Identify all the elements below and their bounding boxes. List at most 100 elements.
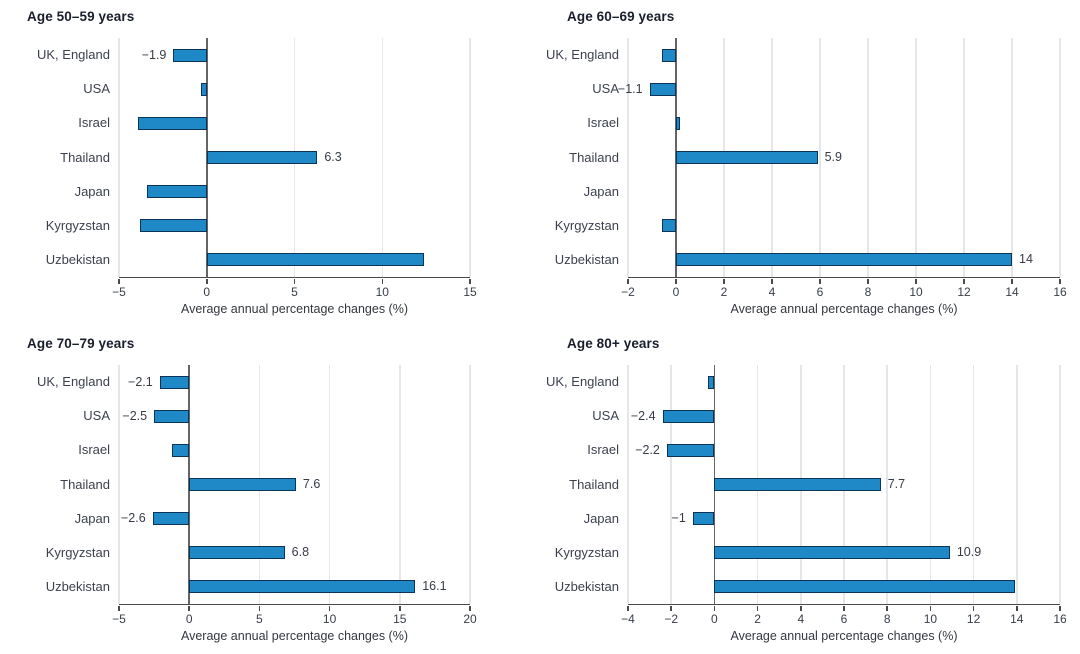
category-label-israel: Israel (587, 115, 619, 131)
axis-tick (1011, 278, 1013, 284)
axis-tick-label: 8 (883, 612, 891, 626)
value-label-thailand: 7.6 (302, 477, 321, 491)
gridline (381, 38, 383, 277)
bar-uzbekistan (714, 580, 1015, 594)
chart-panel-age-50-59-years: Age 50–59 years UK, England USA Israel Thai… (0, 0, 540, 327)
value-label-japan: −1 (671, 511, 686, 526)
axis-tick-label: 4 (797, 612, 805, 626)
axis-tick (328, 605, 331, 611)
value-label-usa: −1.1 (617, 81, 643, 96)
axis-tick-label: 14 (1005, 285, 1019, 299)
axis-tick (469, 605, 471, 611)
axis-tick-label: 5 (256, 612, 263, 626)
bar-israel (138, 116, 207, 130)
axis-tick-label: 10 (909, 285, 923, 299)
axis-tick-label: −4 (621, 612, 635, 626)
category-label-usa: USA (83, 81, 110, 97)
category-label-thailand: Thailand (569, 149, 619, 165)
bar-usa (154, 409, 190, 423)
axis-tick-label: 5 (291, 285, 298, 299)
axis-tick (713, 605, 716, 611)
plot-area: −5 0 5 10 15 −1.9 6.3 (112, 38, 477, 299)
axis-tick (819, 278, 821, 284)
category-label-uk-england: UK, England (37, 47, 110, 63)
axis-tick-label: 8 (864, 285, 872, 299)
bar-kyrgyzstan (189, 546, 285, 560)
gridline (1016, 365, 1018, 604)
category-label-kyrgyzstan: Kyrgyzstan (45, 544, 110, 560)
axis-tick-label: 6 (816, 285, 824, 299)
axis-tick-label: 0 (711, 612, 718, 626)
category-label-kyrgyzstan: Kyrgyzstan (45, 217, 110, 233)
bar-kyrgyzstan (714, 546, 950, 560)
gridline (670, 365, 672, 604)
bar-usa (662, 409, 715, 423)
plot-area: −4 −2 0 2 4 6 8 10 12 14 16 −2.4 −2.2 7.7 −1 10.9 (621, 365, 1067, 626)
gridline (915, 38, 917, 277)
gridline (469, 365, 471, 604)
category-label-kyrgyzstan: Kyrgyzstan (554, 544, 619, 560)
x-axis-title: Average annual percentage changes (%) (730, 302, 958, 316)
axis-tick-label: 0 (672, 285, 680, 299)
axis-tick (670, 605, 672, 611)
chart-panel-age-60-69-years: Age 60–69 years UK, England USA Israel Thai… (540, 0, 1080, 327)
chart-panel-age-80+-years: Age 80+ years UK, England USA Israel Thaila… (540, 327, 1080, 654)
category-label-thailand: Thailand (60, 476, 110, 492)
panel-title: Age 60–69 years (567, 9, 675, 24)
category-label-israel: Israel (78, 115, 110, 131)
axis-tick-label: 4 (768, 285, 776, 299)
value-label-thailand: 5.9 (824, 150, 842, 164)
value-label-uk-england: −2.1 (128, 374, 153, 389)
gridline (469, 38, 471, 277)
axis-tick (867, 278, 869, 284)
axis-tick (843, 605, 845, 611)
bar-uk-england (661, 48, 676, 62)
axis-tick (1059, 605, 1061, 611)
category-label-thailand: Thailand (60, 149, 110, 165)
category-label-japan: Japan (583, 510, 619, 526)
value-label-thailand: 6.3 (324, 150, 342, 164)
value-label-usa: −2.5 (122, 408, 148, 423)
gridline (929, 365, 932, 604)
category-label-thailand: Thailand (569, 476, 619, 492)
gridline (886, 365, 888, 604)
x-axis-title: Average annual percentage changes (%) (180, 302, 408, 316)
panel-title: Age 50–59 years (27, 9, 135, 24)
gridline (328, 365, 331, 604)
value-label-kyrgyzstan: 6.8 (291, 545, 310, 560)
category-labels: UK, England USA Israel Thailand Japan Kyrgyzs… (540, 365, 619, 604)
gridline (867, 38, 869, 277)
gridline (118, 365, 120, 604)
category-label-uk-england: UK, England (37, 374, 110, 390)
axis-tick (206, 278, 208, 284)
value-label-israel: −2.2 (635, 442, 660, 457)
category-label-japan: Japan (74, 510, 110, 526)
x-axis-title: Average annual percentage changes (%) (180, 629, 408, 643)
gridline (399, 365, 401, 604)
axis-tick-label: 16 (1053, 285, 1067, 299)
axis-tick (627, 278, 629, 284)
axis-tick (118, 278, 120, 284)
value-label-usa: −2.4 (630, 408, 656, 423)
bar-thailand (676, 151, 818, 164)
axis-tick-label: 20 (463, 612, 477, 626)
category-label-usa: USA (83, 408, 110, 424)
axis-tick-label: 15 (393, 612, 407, 626)
axis-tick-label: 2 (754, 612, 761, 626)
axis-tick (963, 278, 965, 284)
category-label-uzbekistan: Uzbekistan (45, 578, 110, 594)
chart-panel-age-70-79-years: Age 70–79 years UK, England USA Israel Thai… (0, 327, 540, 654)
axis-tick-label: 6 (840, 612, 848, 626)
gridline (819, 38, 821, 277)
category-label-uzbekistan: Uzbekistan (45, 251, 110, 267)
category-label-uk-england: UK, England (546, 374, 619, 390)
axis-tick (118, 605, 120, 611)
axis-tick-label: 10 (923, 612, 938, 626)
gridline (1059, 365, 1061, 604)
gridline (627, 38, 629, 277)
axis-tick-label: 10 (322, 612, 337, 626)
category-labels: UK, England USA Israel Thailand Japan Kyrgyzs… (0, 365, 110, 604)
value-label-uzbekistan: 16.1 (422, 579, 447, 594)
axis-tick (381, 278, 383, 284)
